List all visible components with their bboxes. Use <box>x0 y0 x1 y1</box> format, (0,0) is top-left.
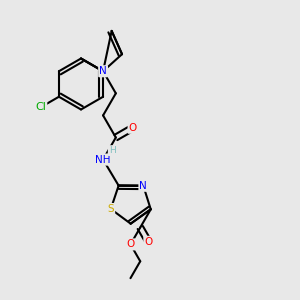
Text: S: S <box>107 204 114 214</box>
Text: Cl: Cl <box>35 102 46 112</box>
Text: H: H <box>109 146 116 155</box>
Text: N: N <box>140 181 147 191</box>
Text: O: O <box>144 237 153 247</box>
Text: O: O <box>129 123 137 133</box>
Text: N: N <box>99 66 107 76</box>
Text: NH: NH <box>95 154 111 165</box>
Text: O: O <box>126 239 135 249</box>
